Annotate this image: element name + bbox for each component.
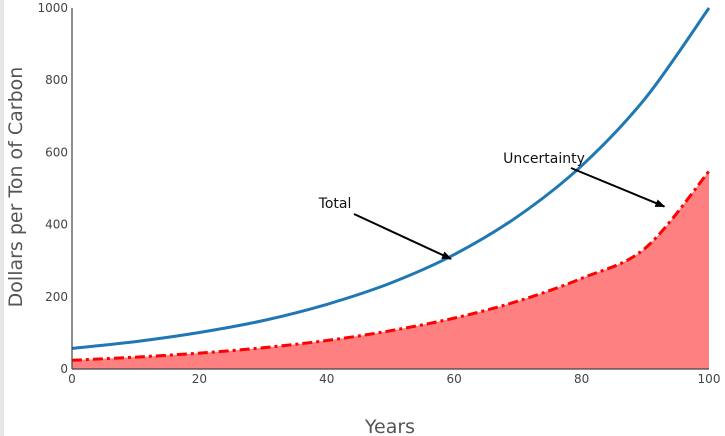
y-tick-label: 800 [45,73,68,87]
y-tick-label: 200 [45,290,68,304]
left-edge-strip [0,0,4,436]
x-tick-label: 40 [319,372,334,386]
x-tick-label: 0 [68,372,76,386]
annotation-label: Total [318,196,352,212]
y-tick-label: 600 [45,145,68,159]
annotation-label: Uncertainty [503,151,585,167]
annotation-arrow [570,167,666,208]
y-tick-label: 400 [45,218,68,232]
series-line-uncertainty [71,170,711,362]
x-tick-label: 80 [574,372,589,386]
y-tick-label: 0 [60,362,68,376]
uncertainty-area [72,171,709,369]
y-axis-title: Dollars per Ton of Carbon [5,67,27,308]
x-tick-label: 60 [447,372,462,386]
y-tick-label: 1000 [37,1,68,15]
x-axis-title: Years [364,416,415,436]
annotation-arrow [353,213,452,260]
x-tick-label: 20 [192,372,207,386]
x-tick-label: 100 [698,372,721,386]
series-line-total [71,7,711,350]
